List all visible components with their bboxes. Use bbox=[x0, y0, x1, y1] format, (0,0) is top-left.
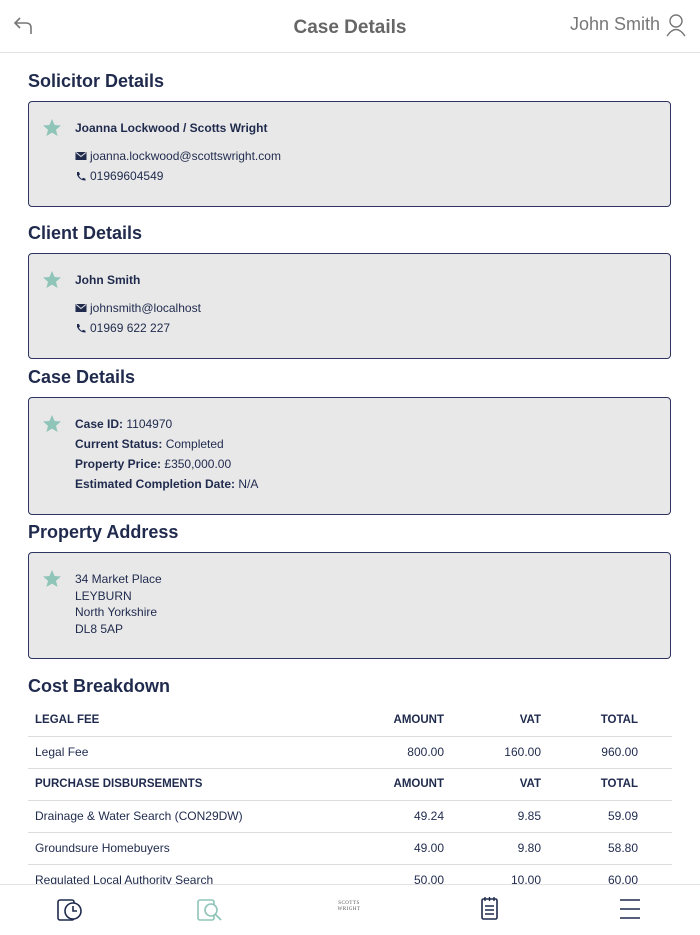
logo-text: SCOTTS bbox=[338, 901, 360, 906]
table-header-row: PURCHASE DISBURSEMENTS AMOUNT VAT TOTAL bbox=[28, 768, 672, 801]
table-row: Regulated Local Authority Search 50.00 10.… bbox=[28, 864, 672, 884]
star-icon bbox=[43, 415, 61, 432]
case-field: Current Status: Completed bbox=[75, 434, 258, 454]
table-cell: 10.00 bbox=[510, 873, 541, 884]
table-cell: 160.00 bbox=[504, 745, 541, 759]
address-line: LEYBURN bbox=[75, 588, 132, 603]
table-cell: 49.00 bbox=[413, 841, 444, 855]
email-icon bbox=[75, 152, 87, 160]
logo-text: WRIGHT bbox=[337, 907, 361, 912]
column-header: VAT bbox=[519, 714, 541, 726]
case-field: Estimated Completion Date: N/A bbox=[75, 474, 258, 494]
bottom-nav: SCOTTS WRIGHT bbox=[0, 884, 700, 935]
nav-search[interactable] bbox=[196, 897, 224, 923]
star-icon bbox=[43, 271, 61, 288]
address-line: DL8 5AP bbox=[75, 621, 124, 636]
email[interactable]: joanna.lockwood@scottswright.com bbox=[90, 149, 281, 163]
contact-name: John Smith bbox=[75, 273, 141, 287]
section-heading: Client Details bbox=[28, 223, 143, 243]
solicitor-card: Joanna Lockwood / Scotts Wright joanna.l… bbox=[28, 101, 671, 207]
content: Solicitor Details Joanna Lockwood / Scot… bbox=[0, 53, 700, 884]
page-title: Case Details bbox=[293, 17, 407, 38]
table-row: Legal Fee 800.00 160.00 960.00 bbox=[28, 736, 672, 769]
address-lines: 34 Market Place LEYBURN North Yorkshire DL8… bbox=[75, 571, 162, 637]
field-value: Completed bbox=[165, 437, 224, 451]
column-header: LEGAL FEE bbox=[35, 714, 100, 726]
table-cell: 60.00 bbox=[607, 873, 638, 884]
table-cell: Groundsure Homebuyers bbox=[35, 841, 170, 855]
section-heading: Cost Breakdown bbox=[28, 676, 171, 696]
table-cell: 9.80 bbox=[517, 841, 541, 855]
column-header: TOTAL bbox=[600, 778, 638, 790]
field-value: 1104970 bbox=[126, 417, 173, 431]
case-fields: Case ID: 1104970 Current Status: Complete… bbox=[75, 414, 258, 494]
nav-history[interactable] bbox=[56, 897, 84, 923]
nav-menu[interactable] bbox=[618, 897, 642, 921]
field-value: £350,000.00 bbox=[164, 457, 232, 471]
table-row: Groundsure Homebuyers 49.00 9.80 58.80 bbox=[28, 832, 672, 865]
section-heading: Solicitor Details bbox=[28, 71, 165, 91]
column-header: AMOUNT bbox=[393, 778, 444, 790]
table-cell: 800.00 bbox=[407, 745, 444, 759]
section-heading: Property Address bbox=[28, 522, 179, 542]
field-label: Estimated Completion Date: bbox=[75, 477, 236, 491]
email-icon bbox=[75, 304, 87, 312]
star-icon bbox=[43, 119, 61, 136]
field-value: N/A bbox=[238, 477, 259, 491]
client-card: John Smith johnsmith@localhost 01969 622… bbox=[28, 253, 671, 359]
back-button[interactable] bbox=[12, 14, 34, 36]
user-icon[interactable] bbox=[665, 13, 687, 37]
column-header: PURCHASE DISBURSEMENTS bbox=[35, 778, 203, 790]
header: Case Details John Smith bbox=[0, 0, 700, 53]
nav-logo[interactable]: SCOTTS WRIGHT bbox=[329, 901, 369, 913]
star-icon bbox=[43, 570, 61, 587]
table-cell: 50.00 bbox=[413, 873, 444, 884]
table-cell: 58.80 bbox=[607, 841, 638, 855]
table-cell: Legal Fee bbox=[35, 745, 89, 759]
field-label: Case ID: bbox=[75, 417, 124, 431]
contact-name: Joanna Lockwood / Scotts Wright bbox=[75, 121, 268, 135]
phone[interactable]: 01969 622 227 bbox=[90, 321, 171, 335]
phone-icon bbox=[77, 324, 86, 333]
address-card: 34 Market Place LEYBURN North Yorkshire DL8… bbox=[28, 552, 671, 659]
column-header: TOTAL bbox=[600, 714, 638, 726]
address-line: North Yorkshire bbox=[75, 605, 158, 619]
cost-table: LEGAL FEE AMOUNT VAT TOTAL Legal Fee 800.00 16… bbox=[0, 704, 700, 884]
table-cell: 49.24 bbox=[413, 809, 444, 823]
table-cell: Drainage & Water Search (CON29DW) bbox=[35, 809, 243, 823]
field-label: Property Price: bbox=[75, 457, 162, 471]
column-header: VAT bbox=[519, 778, 541, 790]
case-field: Property Price: £350,000.00 bbox=[75, 454, 258, 474]
case-field: Case ID: 1104970 bbox=[75, 414, 258, 434]
phone-icon bbox=[77, 172, 86, 181]
table-header-row: LEGAL FEE AMOUNT VAT TOTAL bbox=[28, 704, 672, 737]
table-cell: 960.00 bbox=[601, 745, 638, 759]
address-line: 34 Market Place bbox=[75, 572, 162, 586]
field-label: Current Status: bbox=[75, 437, 163, 451]
column-header: AMOUNT bbox=[393, 714, 444, 726]
table-cell: Regulated Local Authority Search bbox=[35, 873, 214, 884]
user-name[interactable]: John Smith bbox=[569, 14, 660, 34]
case-card: Case ID: 1104970 Current Status: Complete… bbox=[28, 397, 671, 515]
table-cell: 9.85 bbox=[517, 809, 541, 823]
table-row: Drainage & Water Search (CON29DW) 49.24 9.… bbox=[28, 800, 672, 833]
email[interactable]: johnsmith@localhost bbox=[90, 301, 201, 315]
nav-notes[interactable] bbox=[479, 896, 501, 922]
section-heading: Case Details bbox=[28, 367, 136, 387]
phone[interactable]: 01969604549 bbox=[90, 169, 164, 183]
table-cell: 59.09 bbox=[607, 809, 638, 823]
